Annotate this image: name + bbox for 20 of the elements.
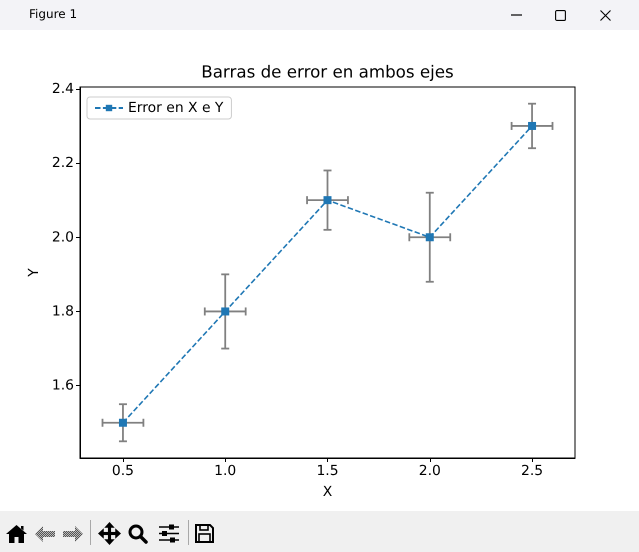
y-tick-label: 1.8 bbox=[52, 303, 74, 320]
point bbox=[118, 418, 127, 427]
caption: Figure 1 bbox=[29, 7, 78, 21]
x-axis-title: X bbox=[322, 484, 333, 500]
y-tick-label: 2.0 bbox=[52, 229, 74, 246]
legend-label: Error en X e Y bbox=[128, 100, 224, 116]
point bbox=[426, 233, 434, 242]
x-tick-label: 1.0 bbox=[214, 463, 236, 479]
y-axis-title: Y bbox=[26, 268, 42, 278]
x-tick-label: 1.5 bbox=[316, 463, 339, 479]
x-tick-label: 2.5 bbox=[521, 463, 544, 479]
x-tick-label: 2.0 bbox=[418, 463, 441, 479]
y-tick-label: 1.6 bbox=[52, 378, 74, 394]
point bbox=[324, 196, 332, 204]
point bbox=[528, 122, 536, 130]
point bbox=[221, 307, 230, 316]
y-tick-label: 2.2 bbox=[52, 155, 74, 172]
y-tick-label: 2.4 bbox=[52, 80, 74, 97]
chart-title: Barras de error en ambos ejes bbox=[201, 62, 454, 82]
x-tick-label: 0.5 bbox=[112, 463, 134, 479]
